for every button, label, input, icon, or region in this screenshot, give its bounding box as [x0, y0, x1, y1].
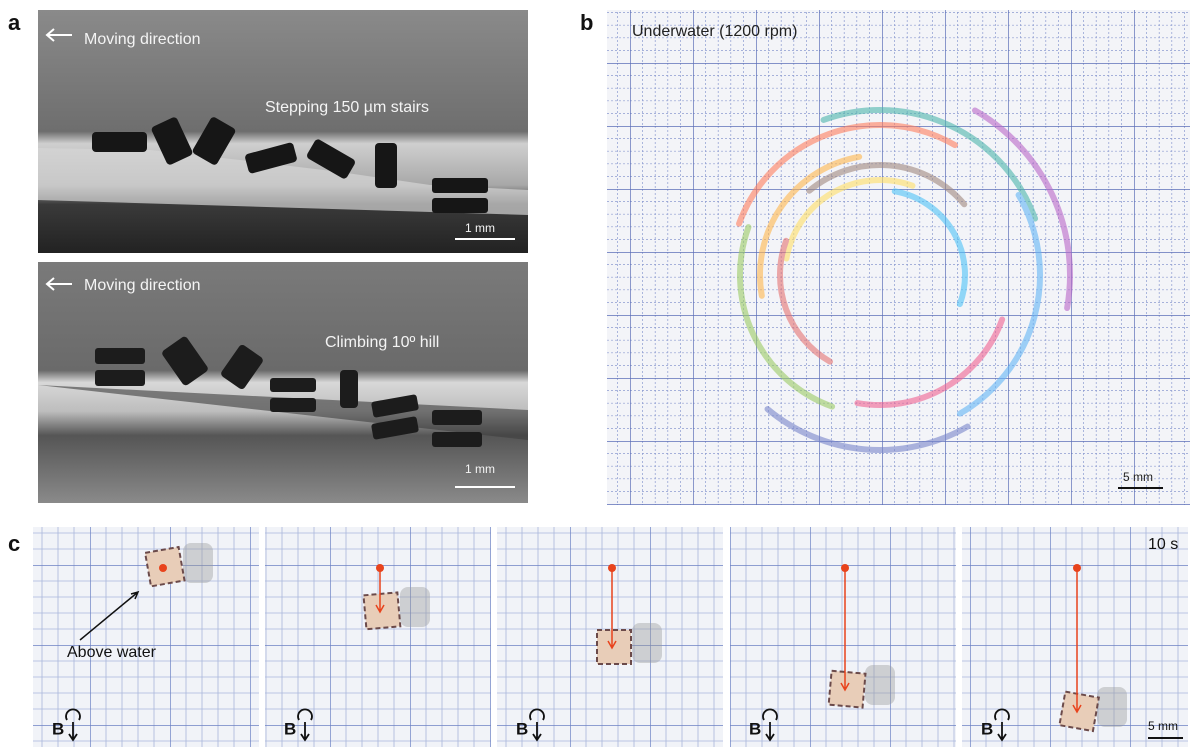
- field-label: B: [981, 719, 993, 738]
- field-label: B: [284, 719, 296, 738]
- scale-label: 5 mm: [1123, 470, 1153, 484]
- shadow: [865, 665, 895, 705]
- start-dot: [159, 564, 167, 572]
- caption: Climbing 10º hill: [325, 334, 439, 351]
- field-label: B: [749, 719, 761, 738]
- panel-label: b: [580, 10, 593, 35]
- time: 10 s: [1148, 536, 1178, 553]
- robot: [1059, 692, 1098, 731]
- direction: Moving direction: [84, 277, 201, 294]
- caption: Stepping 150 µm stairs: [265, 99, 429, 116]
- shadow: [400, 587, 430, 627]
- annotation: Above water: [67, 644, 157, 661]
- robot: [597, 630, 631, 664]
- graph-paper: [607, 10, 1190, 505]
- field-label: B: [516, 719, 528, 738]
- frames: B B B B B Above water 10 s 5 mm: [33, 527, 1188, 747]
- scale-label: 5 mm: [1148, 719, 1178, 733]
- direction: Moving direction: [84, 31, 201, 48]
- panel-label: c: [8, 531, 20, 556]
- field-label: B: [52, 719, 64, 738]
- scale-label: 1 mm: [465, 462, 495, 476]
- robot: [829, 671, 866, 708]
- title: Underwater (1200 rpm): [632, 23, 797, 40]
- shadow: [1097, 687, 1127, 727]
- panel-label: a: [8, 10, 21, 35]
- robot: [363, 592, 400, 629]
- figure: a Moving direction Stepping 150 µm stair…: [0, 0, 1195, 747]
- shadow: [632, 623, 662, 663]
- shadow: [183, 543, 213, 583]
- scale-label: 1 mm: [465, 221, 495, 235]
